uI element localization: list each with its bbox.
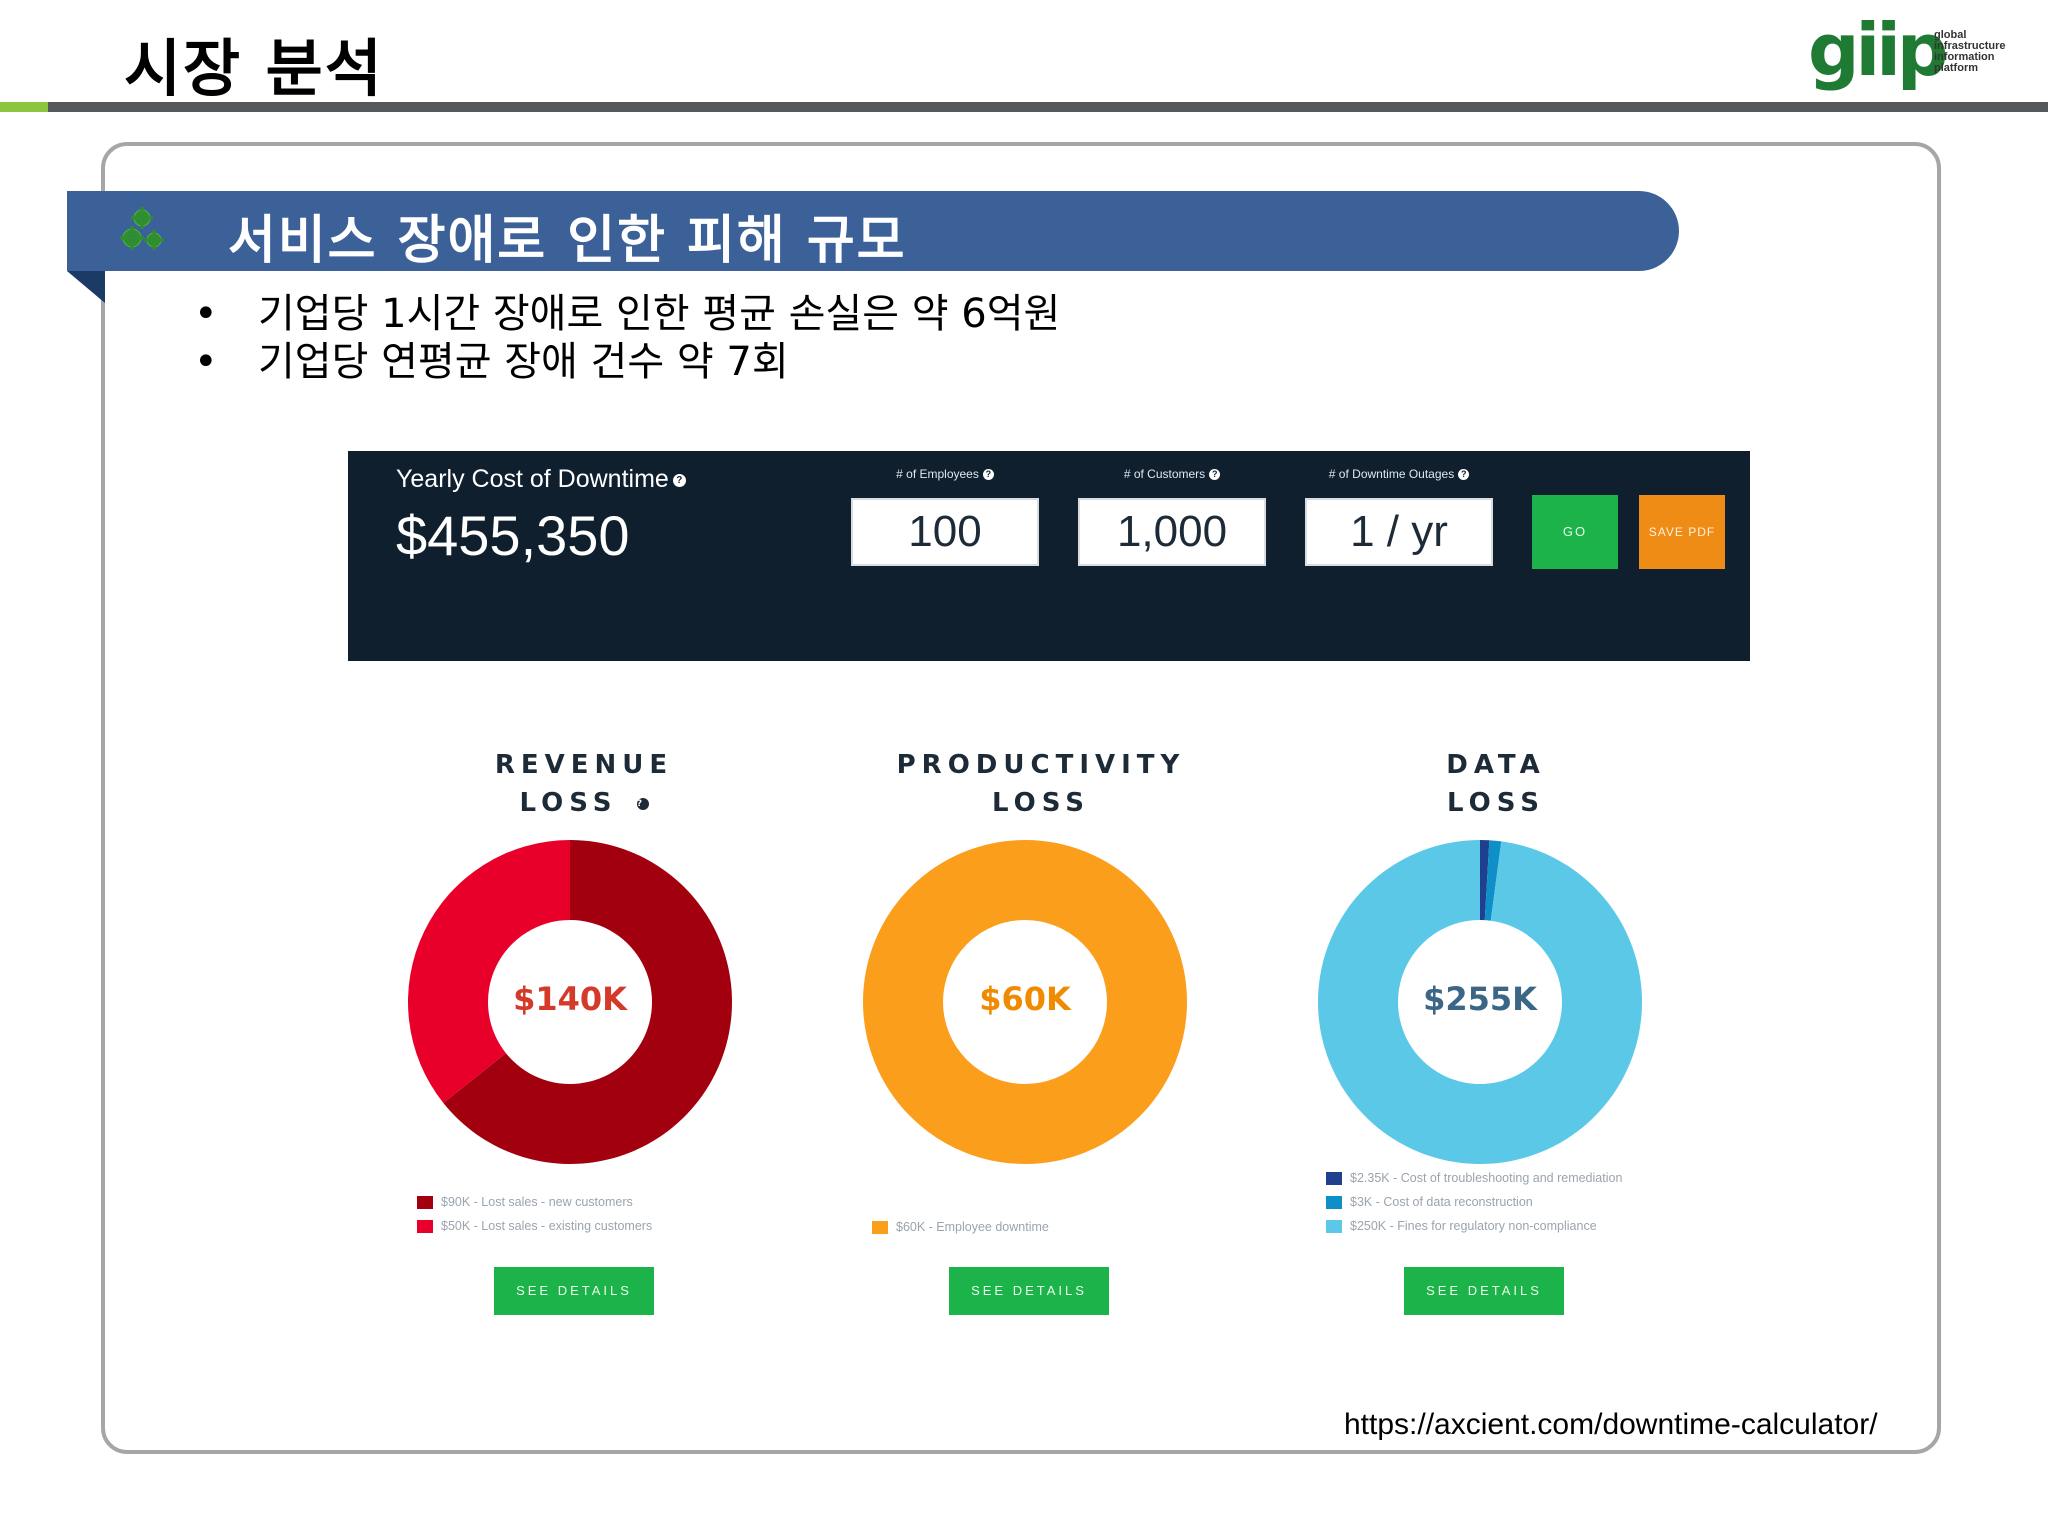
legend-item: $50K - Lost sales - existing customers [417, 1214, 652, 1238]
bullet-item: • 기업당 1시간 장애로 인한 평균 손실은 약 6억원 [186, 290, 1060, 338]
data-loss-donut [1318, 840, 1642, 1164]
data-loss-total: $255K [1423, 980, 1537, 1018]
productivity-see-details-button[interactable]: SEE DETAILS [949, 1267, 1109, 1315]
help-icon[interactable]: ? [636, 797, 649, 810]
content-frame [101, 142, 1941, 1454]
legend-swatch [1326, 1171, 1342, 1185]
bullet-text: 기업당 연평균 장애 건수 약 7회 [258, 339, 789, 385]
data-loss-legend: $2.35K - Cost of troubleshooting and rem… [1326, 1166, 1622, 1238]
banner-fold [67, 271, 105, 303]
bullet-dot-icon: • [194, 339, 218, 385]
legend-item: $90K - Lost sales - new customers [417, 1190, 652, 1214]
legend-swatch [872, 1220, 888, 1234]
help-icon[interactable]: ? [1458, 469, 1470, 481]
bullet-dot-icon: • [194, 291, 218, 337]
legend-label: $50K - Lost sales - existing customers [441, 1219, 653, 1233]
chart-title-line: DATA [1446, 750, 1546, 780]
logo-tagline-line: infrastructure [1934, 40, 2006, 52]
chart-title-line: REVENUE [494, 750, 674, 780]
source-url[interactable]: https://axcient.com/downtime-calculator/ [1344, 1408, 1878, 1441]
legend-item: $250K - Fines for regulatory non-complia… [1326, 1214, 1622, 1238]
outages-label-text: # of Downtime Outages [1328, 467, 1455, 481]
productivity-loss-total: $60K [979, 980, 1071, 1018]
donut-slice[interactable] [443, 840, 732, 1164]
data-see-details-button[interactable]: SEE DETAILS [1404, 1267, 1564, 1315]
legend-item: $60K - Employee downtime [872, 1215, 1049, 1239]
chart-title-line: PRODUCTIVITY [896, 750, 1186, 780]
chart-title-line: LOSS [1446, 788, 1546, 818]
downtime-calculator-panel: Yearly Cost of Downtime? $455,350 # of E… [348, 451, 1750, 661]
outages-input[interactable]: 1 / yr [1305, 498, 1493, 566]
chart-title-line-2: LOSS ? [404, 784, 764, 822]
section-title: 서비스 장애로 인한 피해 규모 [228, 211, 907, 271]
bullet-item: • 기업당 연평균 장애 건수 약 7회 [186, 338, 1060, 386]
section-banner [67, 191, 1679, 271]
save-pdf-button[interactable]: SAVE PDF [1639, 495, 1725, 569]
go-button[interactable]: GO [1532, 495, 1618, 569]
help-icon[interactable]: ? [982, 469, 994, 481]
revenue-loss-title: REVENUE LOSS ? [404, 746, 764, 822]
legend-label: $2.35K - Cost of troubleshooting and rem… [1350, 1171, 1623, 1185]
outages-label: # of Downtime Outages? [1305, 467, 1493, 481]
help-icon[interactable]: ? [1209, 469, 1221, 481]
chart-title-line: LOSS [991, 788, 1091, 818]
employees-label: # of Employees? [851, 467, 1039, 481]
data-loss-title: DATA LOSS [1316, 746, 1676, 822]
donut-slice[interactable] [408, 840, 570, 1104]
header-divider [0, 102, 2048, 112]
yearly-cost-label: Yearly Cost of Downtime? [396, 465, 686, 494]
customers-label: # of Customers? [1078, 467, 1266, 481]
bullet-text: 기업당 1시간 장애로 인한 평균 손실은 약 6억원 [258, 291, 1061, 337]
legend-swatch [417, 1195, 433, 1209]
customers-label-text: # of Customers [1123, 467, 1206, 481]
legend-label: $60K - Employee downtime [896, 1220, 1049, 1234]
page-title: 시장 분석 [124, 32, 384, 105]
logo-tagline-line: global [1934, 29, 1967, 41]
customers-input[interactable]: 1,000 [1078, 498, 1266, 566]
logo-wordmark: giip [1808, 8, 1948, 92]
employees-input[interactable]: 100 [851, 498, 1039, 566]
employees-label-text: # of Employees [896, 467, 979, 481]
productivity-loss-title: PRODUCTIVITY LOSS [861, 746, 1221, 822]
bullet-list: • 기업당 1시간 장애로 인한 평균 손실은 약 6억원 • 기업당 연평균 장애… [186, 290, 1060, 386]
legend-swatch [1326, 1219, 1342, 1233]
legend-item: $3K - Cost of data reconstruction [1326, 1190, 1622, 1214]
donut-slice[interactable] [1484, 840, 1502, 921]
gears-icon [120, 207, 164, 250]
help-icon[interactable]: ? [672, 473, 686, 487]
yearly-cost-total: $455,350 [396, 504, 630, 567]
logo-tagline: global infrastructure information platfo… [1934, 30, 2024, 74]
donut-slice[interactable] [863, 840, 1187, 1164]
productivity-loss-donut [863, 840, 1187, 1164]
legend-label: $250K - Fines for regulatory non-complia… [1350, 1219, 1597, 1233]
giip-logo: giip global infrastructure information p… [1808, 8, 2018, 92]
yearly-cost-label-text: Yearly Cost of Downtime [396, 465, 669, 493]
legend-label: $3K - Cost of data reconstruction [1350, 1195, 1533, 1209]
donut-slice[interactable] [1318, 840, 1642, 1164]
legend-item: $2.35K - Cost of troubleshooting and rem… [1326, 1166, 1622, 1190]
legend-swatch [417, 1219, 433, 1233]
header-divider-accent [0, 102, 48, 112]
donut-slice[interactable] [1480, 840, 1490, 921]
chart-title-line: LOSS [519, 788, 618, 818]
revenue-loss-total: $140K [513, 980, 627, 1018]
productivity-loss-legend: $60K - Employee downtime [872, 1215, 1049, 1239]
revenue-loss-donut [408, 840, 732, 1164]
legend-label: $90K - Lost sales - new customers [441, 1195, 633, 1209]
revenue-see-details-button[interactable]: SEE DETAILS [494, 1267, 654, 1315]
logo-tagline-line: platform [1934, 62, 1978, 74]
logo-tagline-line: information [1934, 51, 1995, 63]
legend-swatch [1326, 1195, 1342, 1209]
revenue-loss-legend: $90K - Lost sales - new customers $50K -… [417, 1190, 652, 1238]
